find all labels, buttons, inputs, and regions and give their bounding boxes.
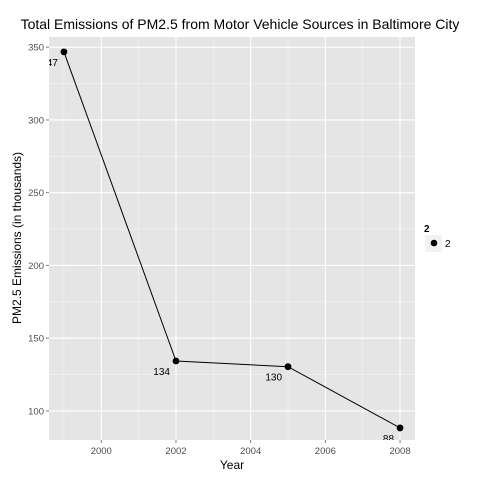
y-tick-label: 100 — [28, 406, 44, 417]
data-point — [60, 48, 68, 56]
x-tick-label: 2000 — [91, 446, 112, 457]
chart-title: Total Emissions of PM2.5 from Motor Vehi… — [21, 16, 460, 32]
y-axis-title: PM2.5 Emissions (in thousands) — [10, 152, 24, 324]
x-tick-label: 2008 — [389, 446, 410, 457]
x-tick-label: 2002 — [165, 446, 186, 457]
data-point — [172, 357, 180, 365]
data-label: 134 — [153, 367, 170, 378]
data-point — [284, 363, 292, 371]
legend-key-point — [430, 239, 438, 247]
data-label: 130 — [265, 373, 282, 384]
x-tick-label: 2004 — [240, 446, 261, 457]
legend-title: 2 — [424, 224, 430, 235]
data-label: 347 — [41, 58, 58, 69]
x-axis-title: Year — [220, 458, 244, 472]
legend: 2 2 — [424, 224, 451, 252]
data-labels: 347 134 130 88 — [41, 58, 395, 445]
plot-panel — [49, 37, 415, 440]
axis-ticks: 2000 2002 2004 2006 2008 100 150 200 250 300 350 — [28, 43, 410, 457]
legend-label: 2 — [445, 239, 451, 250]
y-tick-label: 200 — [28, 261, 44, 272]
x-tick-label: 2006 — [315, 446, 336, 457]
data-point — [396, 424, 404, 432]
series-line — [63, 51, 401, 429]
data-label: 88 — [383, 434, 395, 445]
series-layer — [60, 48, 404, 432]
y-tick-label: 300 — [28, 115, 44, 126]
y-tick-label: 150 — [28, 334, 44, 345]
y-tick-label: 350 — [28, 43, 44, 54]
y-tick-label: 250 — [28, 188, 44, 199]
gridlines — [49, 37, 415, 440]
